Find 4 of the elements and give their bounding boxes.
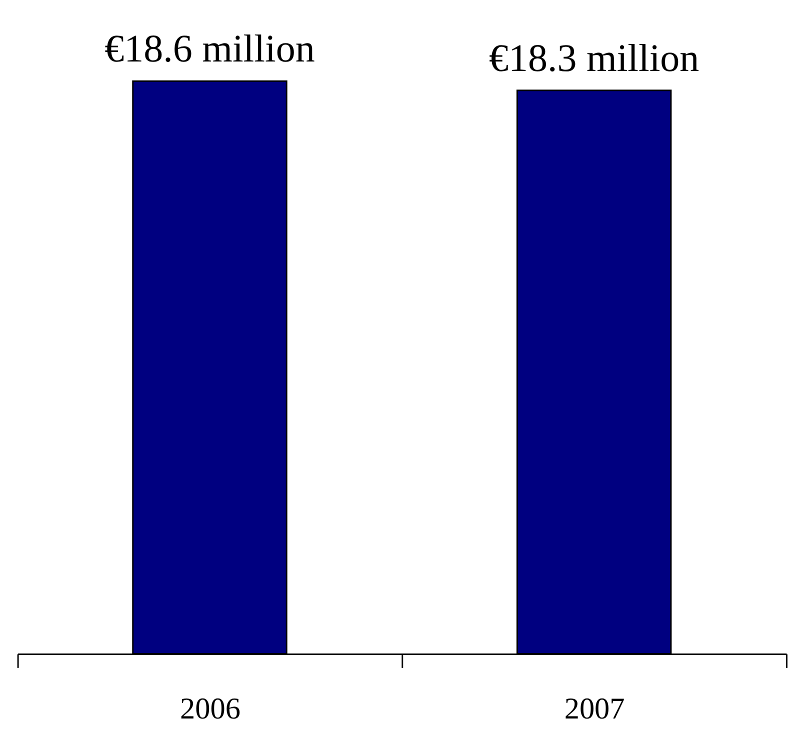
data-label: €18.6 million — [104, 28, 315, 71]
x-tick-label: 2007 — [564, 692, 625, 726]
x-tick-label: 2006 — [180, 692, 240, 726]
data-label: €18.3 million — [488, 36, 700, 80]
